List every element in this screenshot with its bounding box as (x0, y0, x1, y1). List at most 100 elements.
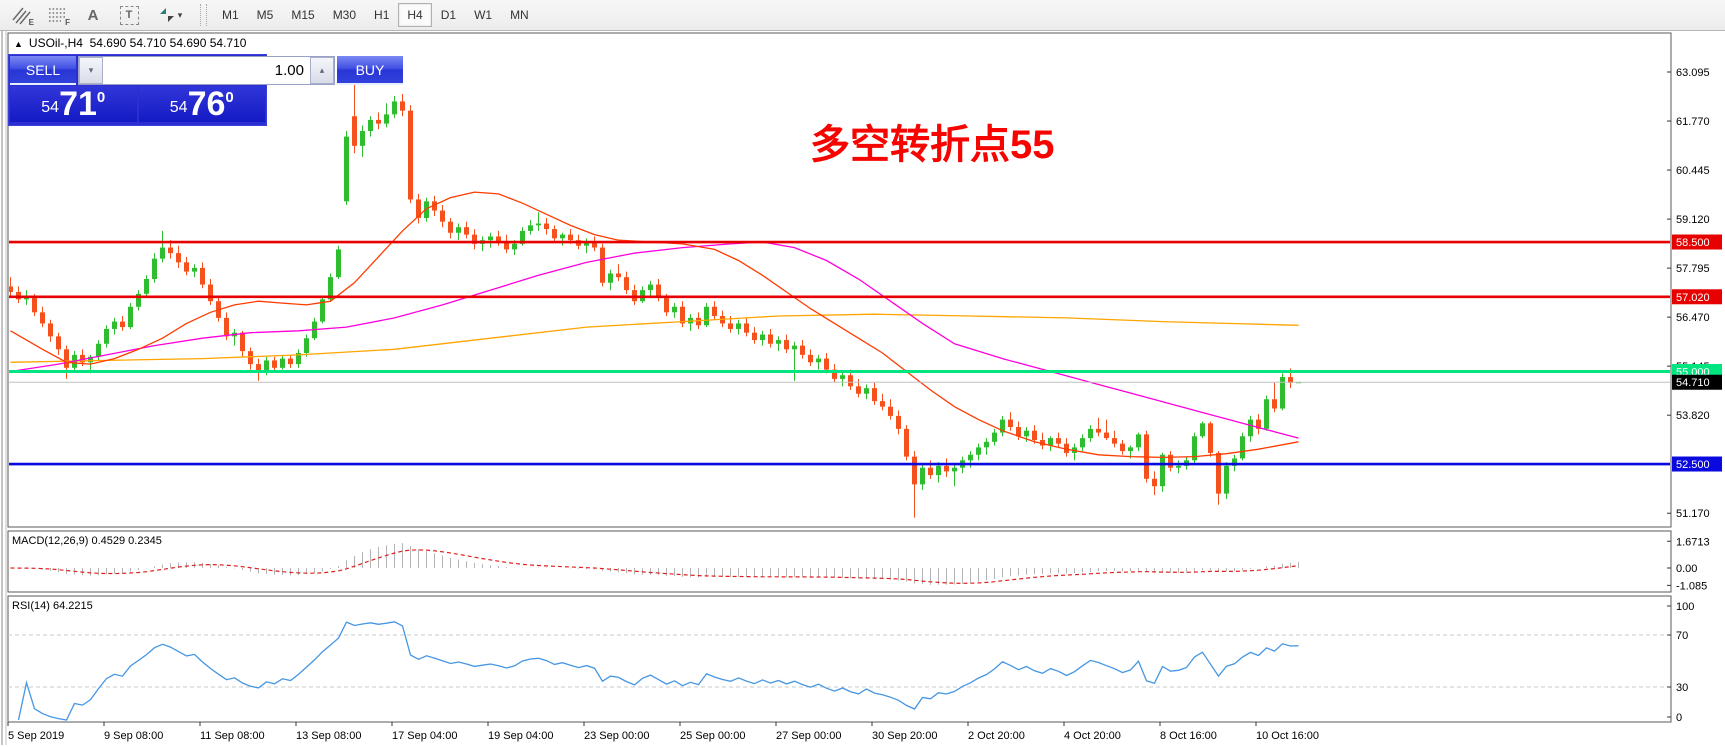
candle (1208, 423, 1213, 453)
main-chart-layer (9, 61, 1670, 518)
candle (88, 356, 93, 363)
collapse-triangle-icon[interactable]: ▲ (14, 39, 23, 49)
rsi-axis-label: 70 (1676, 630, 1688, 642)
candle (496, 236, 501, 243)
candle (672, 306, 677, 313)
time-axis-label: 19 Sep 04:00 (488, 730, 553, 742)
candle (104, 328, 109, 344)
volume-down-button[interactable]: ▾ (79, 57, 103, 84)
current-price-tag-text: 54.710 (1676, 377, 1710, 389)
candle (120, 321, 125, 328)
candle (384, 114, 389, 124)
candle (528, 225, 533, 231)
candle (1192, 436, 1197, 461)
tf-button-m1[interactable]: M1 (222, 8, 239, 22)
candle (248, 351, 253, 365)
price-axis-label: 61.770 (1676, 116, 1710, 128)
candle (160, 247, 165, 259)
candle (136, 293, 141, 307)
tool-badge: F (65, 18, 70, 27)
candle (208, 284, 213, 302)
rsi-layer: RSI(14) 64.2215 100 70 30 0 (8, 600, 1694, 724)
candle (504, 242, 509, 250)
sell-price-display[interactable]: 54 71 0 (10, 86, 137, 122)
candle (936, 465, 941, 476)
candle (832, 369, 837, 379)
ma-slow-orange (10, 313, 1299, 363)
candle (552, 229, 557, 239)
time-axis-label: 13 Sep 08:00 (296, 730, 361, 742)
toolbar-separator (200, 4, 207, 26)
candle (848, 375, 853, 387)
candle (1168, 454, 1173, 468)
candle (272, 360, 277, 368)
candle (176, 253, 181, 263)
buy-button[interactable]: BUY (337, 56, 403, 85)
candle (752, 332, 757, 341)
macd-panel[interactable] (7, 530, 1672, 593)
candle (240, 332, 245, 352)
candle (976, 447, 981, 455)
candle (376, 119, 381, 124)
quote-line: ▲ USOil-,H4 54.690 54.710 54.690 54.710 (14, 36, 246, 50)
tf-button-h4[interactable]: H4 (398, 3, 432, 27)
candle (488, 236, 493, 241)
volume-input[interactable] (103, 57, 310, 84)
candle (1136, 434, 1141, 448)
tf-button-mn[interactable]: MN (510, 8, 529, 22)
candle (1200, 423, 1205, 437)
candle (704, 306, 709, 326)
candle (744, 323, 749, 333)
tf-button-m30[interactable]: M30 (332, 8, 357, 22)
candle (616, 273, 621, 278)
text-box-icon[interactable]: T (114, 3, 144, 27)
candle (600, 247, 605, 283)
main-chart-panel[interactable] (7, 32, 1672, 528)
text-label-icon[interactable]: A (87, 6, 99, 24)
sell-button[interactable]: SELL (10, 56, 76, 85)
tf-button-h1[interactable]: H1 (374, 8, 390, 22)
candle (416, 199, 421, 218)
candle (1040, 439, 1045, 446)
price-tag-52.500 (1672, 456, 1722, 472)
rsi-panel[interactable] (7, 595, 1672, 723)
macd-axis-label: -1.085 (1676, 580, 1707, 592)
price-tag-57.020-text: 57.020 (1676, 292, 1710, 304)
candle (1272, 399, 1277, 409)
rsi-label: RSI(14) 64.2215 (12, 600, 93, 612)
candle (1256, 419, 1261, 429)
toolbar: E F A T ▾ M1 M5 M15 M30 (0, 0, 1725, 31)
candle (1224, 465, 1229, 494)
candle (328, 277, 333, 300)
candle (1120, 443, 1125, 452)
equidistant-channel-icon[interactable]: E (6, 3, 36, 27)
candle (40, 312, 45, 324)
candle (56, 336, 61, 350)
buy-price-prefix: 54 (169, 99, 188, 116)
buy-price-display[interactable]: 54 76 0 (138, 86, 265, 122)
volume-up-button[interactable]: ▴ (310, 57, 334, 84)
candle (928, 467, 933, 476)
fibonacci-grid-icon[interactable]: F (42, 3, 72, 27)
candle (1152, 478, 1157, 487)
sell-price-big: 71 (59, 85, 97, 124)
tf-button-d1[interactable]: D1 (440, 8, 457, 22)
candle (872, 388, 877, 402)
candle (1088, 428, 1093, 439)
candle (648, 284, 653, 291)
candle (888, 406, 893, 416)
candle (568, 234, 573, 241)
arrow-tools-icon[interactable]: ▾ (150, 3, 190, 27)
candle (1112, 438, 1117, 444)
candle (392, 101, 397, 115)
price-axis-label: 60.445 (1676, 165, 1710, 177)
candle (344, 136, 349, 202)
time-axis-label: 23 Sep 00:00 (584, 730, 649, 742)
tf-button-w1[interactable]: W1 (474, 8, 493, 22)
candle (1288, 377, 1293, 383)
tf-button-m5[interactable]: M5 (256, 8, 274, 22)
tf-button-m15[interactable]: M15 (291, 8, 315, 22)
candle (64, 349, 69, 368)
